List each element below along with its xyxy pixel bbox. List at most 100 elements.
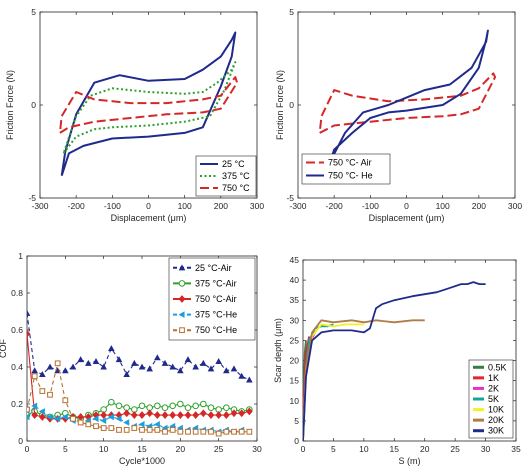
x-tick-label: 10 — [99, 444, 109, 454]
x-tick-label: 200 — [214, 201, 228, 211]
marker-triangle-left — [92, 415, 99, 423]
marker-square — [246, 428, 253, 435]
legend: 25 °C-Air 375 °C-Air 750 °C-Air 375 °C-He 75… — [168, 257, 256, 341]
y-tick-label: 35 — [290, 295, 300, 305]
legend: 750 °C- Air 750 °C- He — [301, 153, 391, 185]
marker-square — [208, 428, 214, 435]
marker-triangle — [100, 363, 107, 370]
legend-label: 375 °C-He — [195, 310, 237, 320]
legend-label: 25 °C-Air — [195, 263, 232, 273]
y-axis-label: COF — [0, 339, 8, 359]
legend-label: 20K — [488, 415, 504, 425]
y-tick-label: 5 — [294, 416, 299, 426]
marker-diamond — [100, 411, 107, 420]
marker-triangle — [138, 363, 146, 370]
x-tick-label: 0 — [404, 201, 409, 211]
marker-triangle-left — [138, 421, 145, 428]
marker-triangle — [77, 356, 84, 363]
marker-square — [162, 428, 168, 435]
marker-triangle — [200, 359, 207, 366]
marker-square — [177, 428, 184, 435]
x-tick-label: 5 — [331, 444, 336, 454]
marker-diamond — [31, 411, 38, 420]
marker-circle — [178, 280, 186, 287]
x-tick-label: 20 — [176, 444, 186, 454]
marker-triangle — [230, 365, 238, 372]
series-line-2 — [322, 29, 489, 182]
chart-panel-1: -300 -200 -100 0 100 200 300 -5 0 5 Displacement (… — [5, 7, 264, 223]
marker-triangle-left — [100, 417, 107, 424]
marker-square — [47, 391, 53, 398]
legend-box — [301, 153, 391, 185]
legend-label: 750 °C- He — [328, 171, 373, 181]
x-tick-label: 300 — [250, 201, 264, 211]
legend-label: 25 °C — [222, 159, 245, 169]
y-tick-label: 0 — [294, 436, 299, 446]
marker-triangle — [46, 363, 54, 370]
marker-square — [100, 425, 107, 431]
marker-diamond — [230, 409, 238, 418]
marker-triangle — [246, 376, 253, 383]
marker-diamond — [138, 411, 146, 420]
marker-triangle-left — [178, 311, 185, 318]
marker-triangle-left — [61, 413, 68, 421]
marker-diamond — [161, 411, 169, 420]
marker-triangle — [108, 345, 115, 352]
marker-square — [39, 388, 46, 394]
marker-square — [185, 428, 191, 435]
plot-series-group — [58, 31, 239, 177]
legend: 25 °C 375 °C 750 °C — [195, 155, 257, 197]
marker-triangle — [123, 370, 130, 377]
x-tick-label: 15 — [390, 444, 400, 454]
marker-circle — [161, 404, 169, 412]
marker-circle — [184, 404, 192, 412]
marker-square — [146, 427, 153, 433]
y-tick-label: 45 — [290, 255, 300, 265]
marker-diamond — [184, 411, 192, 420]
marker-square — [77, 419, 84, 426]
x-axis-label: Displacement (μm) — [111, 213, 187, 223]
x-tick-label: 30 — [252, 444, 262, 454]
marker-triangle — [169, 363, 176, 370]
x-tick-label: -100 — [104, 201, 121, 211]
x-tick-label: 100 — [436, 201, 450, 211]
marker-triangle — [238, 372, 245, 379]
y-axis-label: Friction Force (N) — [275, 70, 285, 140]
legend-label: 750 °C — [222, 183, 250, 193]
marker-triangle — [69, 363, 77, 370]
marker-circle — [169, 402, 176, 410]
y-tick-label: 25 — [290, 335, 300, 345]
y-tick-label: 30 — [290, 315, 300, 325]
marker-triangle-left — [38, 408, 45, 415]
x-tick-label: 10 — [359, 444, 369, 454]
marker-triangle-left — [31, 402, 38, 410]
marker-triangle — [92, 358, 100, 364]
x-tick-label: 0 — [25, 444, 30, 454]
marker-square — [223, 428, 230, 435]
marker-triangle — [223, 367, 230, 374]
marker-diamond — [146, 409, 153, 418]
marker-diamond — [178, 295, 186, 303]
marker-triangle — [177, 367, 184, 374]
marker-square — [215, 430, 222, 437]
marker-diamond — [192, 411, 199, 420]
x-tick-label: -200 — [326, 201, 343, 211]
marker-triangle — [154, 354, 161, 361]
legend-label: 30K — [488, 426, 504, 436]
marker-circle — [177, 400, 184, 408]
marker-diamond — [215, 411, 222, 420]
x-tick-label: -300 — [289, 201, 306, 211]
marker-square — [231, 428, 237, 435]
marker-triangle — [178, 264, 186, 271]
marker-square — [62, 397, 69, 404]
y-tick-label: 0 — [31, 100, 36, 110]
y-tick-label: 0.8 — [11, 288, 23, 298]
marker-triangle — [146, 365, 153, 372]
marker-circle — [192, 402, 199, 410]
x-tick-label: -200 — [68, 201, 85, 211]
marker-diamond — [200, 409, 207, 418]
x-tick-label: 30 — [481, 444, 491, 454]
legend-label: 2K — [488, 383, 499, 393]
marker-triangle-left — [153, 421, 160, 428]
